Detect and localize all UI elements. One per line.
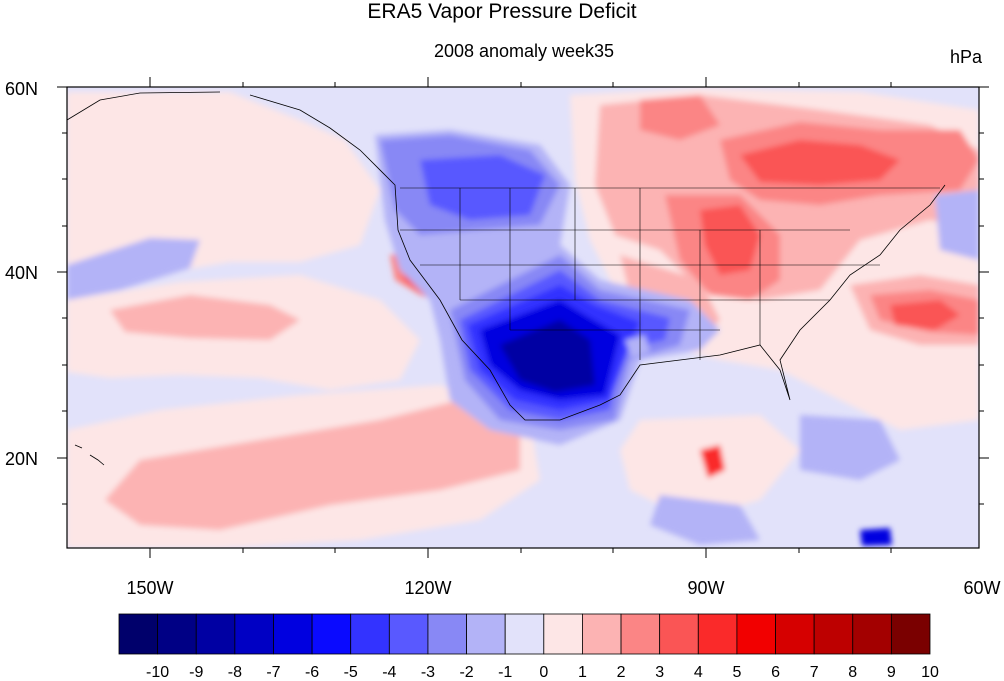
colorbar-swatch	[775, 613, 815, 655]
colorbar-swatch	[504, 613, 545, 655]
colorbar-label: 10	[921, 664, 939, 681]
colorbar-label: 3	[655, 664, 664, 681]
colorbar-swatch	[157, 613, 197, 655]
colorbar-label: 7	[810, 664, 819, 681]
colorbar-label: 0	[539, 664, 548, 681]
lon-label: 60W	[963, 578, 1000, 598]
anomaly-region	[700, 445, 725, 478]
lat-label: 20N	[5, 449, 38, 469]
anomaly-field	[67, 87, 979, 548]
colorbar-swatch	[234, 613, 274, 655]
colorbar-label: -9	[189, 664, 203, 681]
colorbar-swatch	[659, 613, 699, 655]
colorbar-label: -7	[266, 664, 280, 681]
lon-label: 90W	[687, 578, 724, 598]
colorbar-label: -6	[305, 664, 319, 681]
anomaly-region	[890, 300, 960, 330]
colorbar-label: -3	[421, 664, 435, 681]
colorbar-swatch	[273, 613, 313, 655]
colorbar-swatch	[890, 613, 931, 655]
colorbar-swatch	[427, 613, 467, 655]
anomaly-region	[650, 495, 760, 545]
anomaly-region	[420, 155, 545, 220]
colorbar-label: 4	[694, 664, 703, 681]
anomaly-region	[800, 415, 900, 480]
anomaly-region	[500, 320, 595, 392]
colorbar-label: -4	[382, 664, 396, 681]
colorbar-swatch	[736, 613, 776, 655]
colorbar-label: 6	[771, 664, 780, 681]
colorbar-label: 2	[617, 664, 626, 681]
axis-ticks	[57, 77, 989, 558]
colorbar-label: -1	[498, 664, 512, 681]
colorbar-swatch	[195, 613, 236, 655]
colorbar-swatch	[311, 613, 352, 655]
lat-label: 40N	[5, 263, 38, 283]
anomaly-region	[625, 335, 650, 358]
colorbar-label: -8	[228, 664, 242, 681]
colorbar-swatch	[582, 613, 622, 655]
anomaly-region	[860, 528, 892, 546]
colorbar-label: -2	[459, 664, 473, 681]
colorbar-swatch	[543, 613, 583, 655]
hawaii-coast	[74, 444, 105, 466]
colorbar-swatch	[620, 613, 661, 655]
anomaly-region	[640, 95, 720, 140]
colorbar-swatch	[852, 613, 892, 655]
units-label: hPa	[950, 47, 983, 67]
colorbar-swatch	[466, 613, 506, 655]
lat-label: 60N	[5, 79, 38, 99]
colorbar-swatch	[350, 613, 390, 655]
lon-label: 120W	[404, 578, 451, 598]
anomaly-region	[740, 140, 900, 185]
coastline-north-america	[67, 91, 946, 421]
state-borders	[400, 187, 940, 360]
colorbar-swatch	[118, 613, 159, 655]
lon-label: 150W	[126, 578, 173, 598]
anomaly-region	[67, 238, 200, 300]
colorbar-swatch	[697, 613, 738, 655]
anomaly-region	[105, 400, 520, 530]
anomaly-region	[700, 205, 760, 275]
colorbar-label: 1	[578, 664, 587, 681]
colorbar-label: 8	[848, 664, 857, 681]
colorbar-label: 9	[887, 664, 896, 681]
colorbar-label: -5	[344, 664, 358, 681]
colorbar-label: 5	[732, 664, 741, 681]
colorbar-swatch	[388, 613, 429, 655]
colorbar-label: -10	[146, 664, 169, 681]
map-title: ERA5 Vapor Pressure Deficit	[367, 0, 636, 23]
anomaly-region	[110, 295, 300, 340]
colorbar-swatch	[813, 613, 854, 655]
map-subtitle: 2008 anomaly week35	[434, 41, 614, 61]
coastlines	[67, 91, 946, 466]
anomaly-region	[935, 190, 979, 260]
colorbar: -10 -9 -8 -7 -6 -5 -4 -3 -2 -1 0 1 2 3 4 5 6 7 8 9 10	[118, 613, 939, 681]
